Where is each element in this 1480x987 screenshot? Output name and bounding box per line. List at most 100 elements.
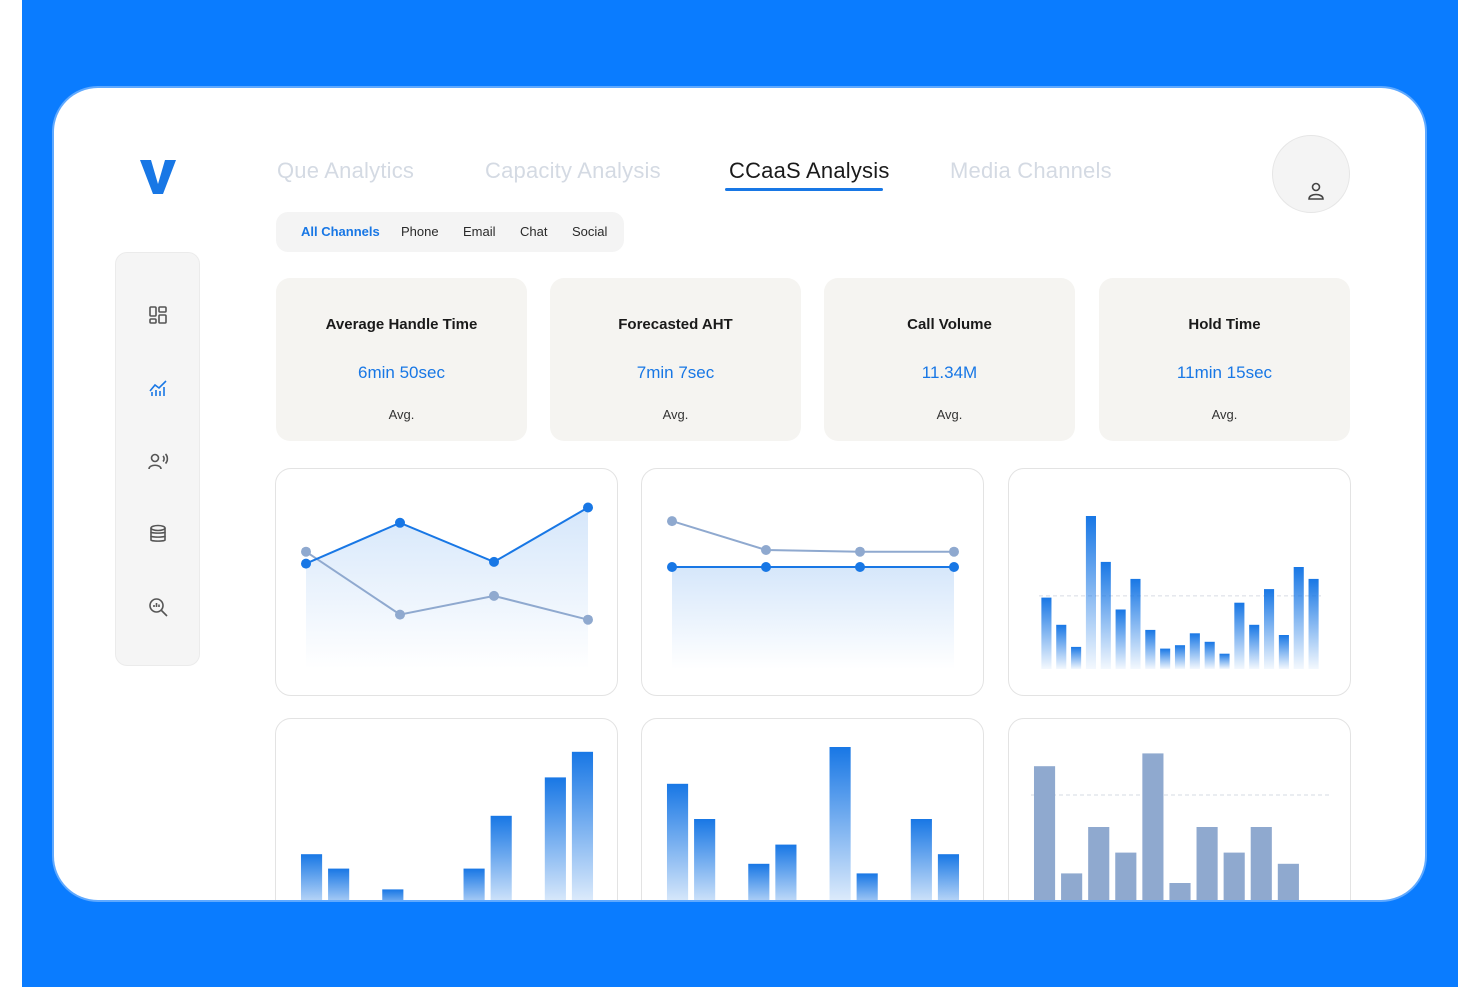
agent-voice-icon bbox=[148, 453, 169, 470]
bar bbox=[856, 873, 878, 900]
bar bbox=[1250, 827, 1272, 900]
bar bbox=[1204, 641, 1215, 669]
bar bbox=[694, 819, 716, 900]
bar-chart bbox=[300, 751, 594, 900]
chip-email[interactable]: Email bbox=[463, 224, 496, 239]
chart-panel-5[interactable] bbox=[641, 718, 984, 900]
bar bbox=[1196, 827, 1218, 900]
kpi-value: 6min 50sec bbox=[358, 363, 445, 382]
line-chart bbox=[301, 502, 593, 669]
bar bbox=[775, 844, 797, 900]
kpi-card-hold-time[interactable]: Hold Time 11min 15sec Avg. bbox=[1099, 278, 1350, 441]
kpi-subtitle: Avg. bbox=[1211, 407, 1238, 422]
bar bbox=[490, 815, 512, 900]
data-point bbox=[949, 546, 959, 557]
sidebar-item-search[interactable] bbox=[144, 593, 172, 621]
bar bbox=[1169, 883, 1191, 900]
bar bbox=[1234, 602, 1245, 669]
kpi-subtitle: Avg. bbox=[936, 407, 963, 422]
kpi-card-average-handle-time[interactable]: Average Handle Time 6min 50sec Avg. bbox=[276, 278, 527, 441]
chip-chat[interactable]: Chat bbox=[520, 224, 548, 239]
bar-chart bbox=[1039, 516, 1321, 669]
data-point bbox=[761, 562, 771, 572]
chip-all-channels[interactable]: All Channels bbox=[301, 224, 380, 239]
chip-social[interactable]: Social bbox=[572, 224, 608, 239]
kpi-value: 11min 15sec bbox=[1176, 363, 1273, 382]
database-icon bbox=[150, 524, 166, 542]
chart-panel-4[interactable] bbox=[275, 718, 618, 900]
sidebar-item-agents[interactable] bbox=[144, 447, 172, 475]
bar bbox=[1189, 633, 1200, 669]
sidebar-item-database[interactable] bbox=[144, 520, 172, 548]
series-line bbox=[305, 550, 589, 621]
bar bbox=[571, 751, 594, 900]
bar bbox=[328, 868, 350, 900]
user-avatar-button[interactable] bbox=[1272, 135, 1350, 213]
bar bbox=[1293, 567, 1304, 669]
data-point bbox=[301, 558, 311, 569]
data-point bbox=[949, 562, 959, 572]
bar bbox=[300, 854, 323, 900]
line-chart bbox=[667, 516, 959, 669]
bar bbox=[1071, 646, 1082, 669]
series-area bbox=[306, 507, 588, 669]
bar bbox=[463, 868, 485, 900]
bar bbox=[1142, 753, 1164, 900]
bar bbox=[1115, 609, 1126, 669]
tab-ccaas-analysis[interactable]: CCaaS Analysis bbox=[729, 158, 890, 183]
kpi-title: Forecasted AHT bbox=[618, 316, 733, 333]
sidebar-item-dashboard[interactable] bbox=[144, 301, 172, 329]
chart-panel-2[interactable] bbox=[641, 468, 984, 696]
sidebar-nav bbox=[115, 252, 200, 666]
kpi-card-call-volume[interactable]: Call Volume 11.34M Avg. bbox=[824, 278, 1075, 441]
bar bbox=[1056, 624, 1067, 669]
bar bbox=[1174, 645, 1186, 669]
chart-panel-3[interactable] bbox=[1008, 468, 1351, 696]
bar bbox=[1100, 561, 1111, 669]
bar bbox=[1264, 589, 1275, 669]
kpi-card-forecasted-aht[interactable]: Forecasted AHT 7min 7sec Avg. bbox=[550, 278, 801, 441]
bar bbox=[1249, 624, 1260, 669]
bar bbox=[1219, 653, 1230, 669]
data-point bbox=[489, 590, 499, 601]
bar bbox=[1145, 629, 1156, 669]
series-area bbox=[672, 567, 954, 669]
bar bbox=[1033, 766, 1056, 900]
bar bbox=[1130, 578, 1141, 669]
data-point bbox=[301, 546, 311, 557]
kpi-subtitle: Avg. bbox=[388, 407, 415, 422]
channel-filter: All Channels Phone Email Chat Social bbox=[276, 212, 624, 252]
brand-logo[interactable] bbox=[138, 154, 178, 200]
data-point bbox=[583, 614, 593, 625]
data-point bbox=[761, 545, 771, 555]
chart-panel-1[interactable] bbox=[275, 468, 618, 696]
tab-media-channels[interactable]: Media Channels bbox=[950, 158, 1112, 183]
bar bbox=[829, 747, 851, 900]
bar bbox=[1308, 578, 1319, 669]
bar bbox=[937, 854, 960, 900]
data-point bbox=[489, 556, 499, 567]
data-point bbox=[667, 562, 677, 572]
data-point bbox=[583, 502, 593, 513]
chart-panel-6[interactable] bbox=[1008, 718, 1351, 900]
dashboard-icon bbox=[149, 306, 167, 324]
data-point bbox=[667, 516, 677, 527]
dashboard-window: Que Analytics Capacity Analysis CCaaS An… bbox=[54, 88, 1425, 900]
chip-phone[interactable]: Phone bbox=[401, 224, 439, 239]
data-point bbox=[855, 562, 865, 572]
user-icon bbox=[1308, 182, 1324, 200]
bar bbox=[1088, 827, 1110, 900]
sidebar-item-analytics[interactable] bbox=[144, 374, 172, 402]
active-tab-indicator bbox=[725, 188, 883, 191]
analytics-chart-icon bbox=[149, 380, 167, 396]
kpi-value: 7min 7sec bbox=[636, 363, 715, 382]
bar bbox=[1115, 852, 1137, 900]
kpi-subtitle: Avg. bbox=[662, 407, 689, 422]
bar bbox=[748, 863, 770, 900]
bar bbox=[382, 889, 404, 900]
tab-capacity-analysis[interactable]: Capacity Analysis bbox=[485, 158, 661, 183]
bar bbox=[1277, 863, 1299, 900]
search-analytics-icon bbox=[149, 598, 168, 617]
tab-que-analytics[interactable]: Que Analytics bbox=[277, 158, 415, 183]
kpi-title: Average Handle Time bbox=[325, 316, 478, 333]
